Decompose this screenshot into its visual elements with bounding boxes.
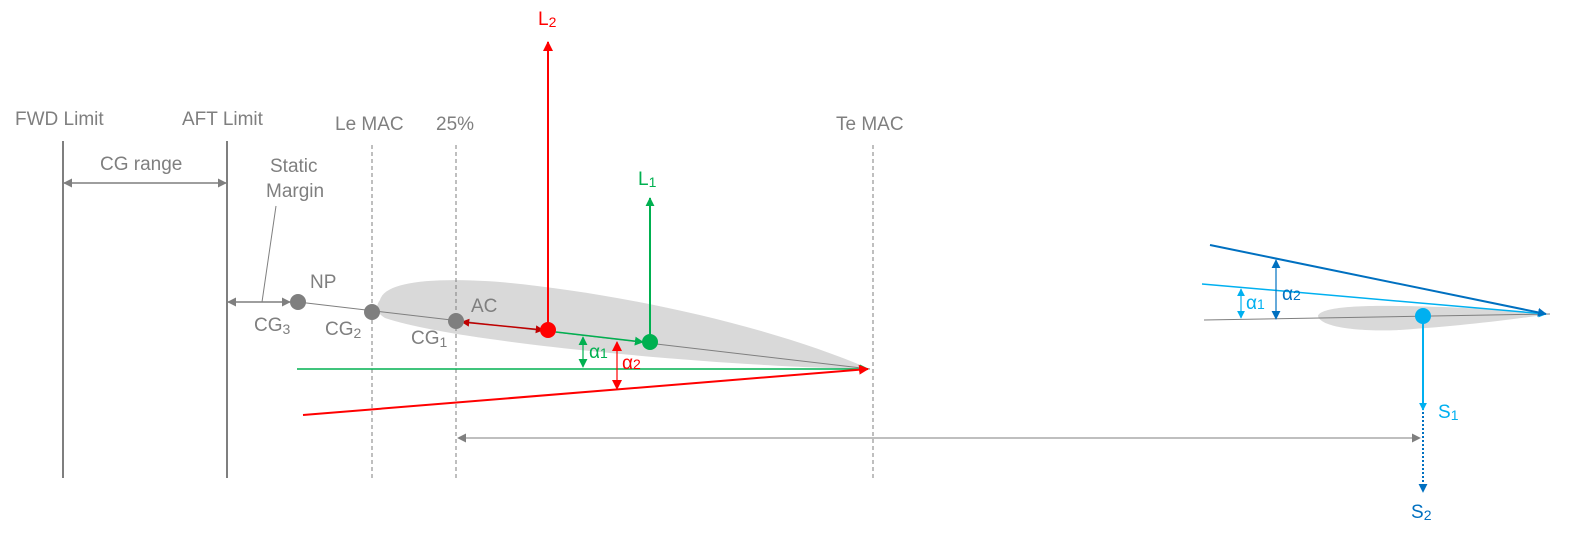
l2-point [540,322,556,338]
l1-point [642,334,658,350]
cg3-label: CG3 [254,315,291,337]
tail-alpha2-label: α2 [1282,284,1301,305]
alpha2-label: α2 [622,353,641,374]
cg2-label: CG2 [325,319,362,341]
s2-label: S2 [1411,502,1432,523]
cg2-point [364,304,380,320]
static-margin-leader [261,205,277,303]
l2-l1-arrow [555,331,644,346]
cg1-point [448,313,464,329]
l2-label: L2 [538,9,557,30]
tail-wind-alpha2 [1209,244,1547,317]
tail-chord-line [1203,313,1551,321]
fwd-limit-label: FWD Limit [15,109,104,130]
ac-label: AC [471,296,497,317]
wind-line-alpha2 [302,364,869,416]
aft-limit-label: AFT Limit [182,109,264,130]
tail-wind-alpha1 [1201,283,1547,318]
pct25-label: 25% [436,114,474,135]
cg1-label: CG1 [411,328,448,350]
te-mac-label: Te MAC [836,114,904,135]
tail-alpha1-label: α1 [1246,293,1265,314]
s1-label: S1 [1438,402,1459,423]
ac-l2-arrow [461,318,544,334]
tail-force-point [1415,308,1431,324]
np-point [290,294,306,310]
alpha1-label: α1 [589,342,608,363]
tail-airfoil [1318,305,1550,331]
np-label: NP [310,272,336,293]
cg-range-label: CG range [100,154,182,175]
l1-label: L1 [638,169,657,190]
static-margin-label-1: Static [270,156,318,177]
static-margin-label-2: Margin [266,181,324,202]
main-airfoil [377,280,870,369]
le-mac-label: Le MAC [335,114,404,135]
